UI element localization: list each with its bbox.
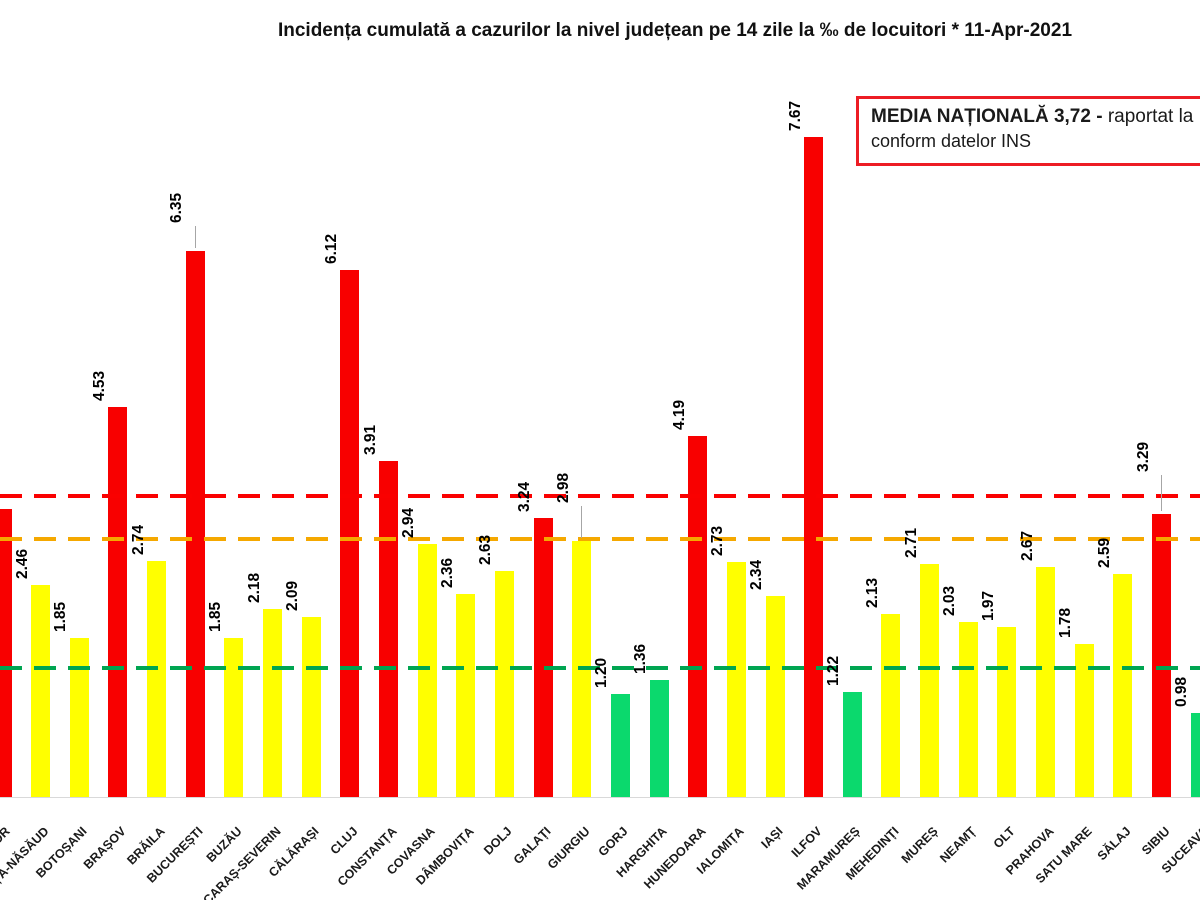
- bar-călărași: [301, 617, 321, 797]
- bar-satu mare: [1074, 643, 1094, 797]
- national-average-source: conform datelor INS: [871, 131, 1032, 151]
- bar-caraș-severin: [263, 609, 283, 797]
- bar-value-label: 1.78: [1057, 607, 1075, 638]
- bar-constanța: [379, 460, 398, 797]
- bar-botoșani: [69, 637, 89, 797]
- bar-bucurești: [185, 250, 205, 797]
- bar-value-label: 1.97: [979, 591, 997, 622]
- bar-bistrița-năsăud: [31, 585, 51, 797]
- bar-maramureș: [842, 692, 862, 797]
- bar-cluj: [340, 270, 360, 797]
- bar-value-label: 2.94: [400, 507, 418, 538]
- bar-value-label: 1.85: [206, 601, 224, 632]
- bar-value-label: 2.73: [709, 525, 727, 557]
- bar-value-label: 2.09: [284, 580, 302, 612]
- bar-value-label: 3.91: [361, 424, 379, 455]
- bar-brașov: [108, 407, 128, 797]
- bar-harghita: [649, 679, 669, 797]
- value-leader-line: [194, 225, 196, 248]
- bar-value-label: 0.98: [1173, 676, 1191, 707]
- green-threshold-line: [0, 665, 1200, 670]
- bar-sălaj: [1113, 574, 1133, 797]
- red-threshold-line: [0, 493, 1200, 498]
- bar-value-label: 1.22: [825, 655, 843, 687]
- bar-covasna: [417, 544, 437, 797]
- bar-gorj: [610, 693, 630, 797]
- bar-suceava: [1190, 712, 1200, 797]
- bar-value-label: 2.74: [129, 525, 147, 556]
- bar-value-label: 6.35: [168, 192, 186, 223]
- bar-value-label: 2.36: [438, 557, 456, 588]
- bar-ialomița: [726, 562, 746, 797]
- bar-value-label: 2.46: [13, 549, 31, 580]
- bar-value-label: 4.53: [90, 371, 108, 402]
- bar-iași: [765, 595, 785, 797]
- orange-threshold-line: [0, 536, 1200, 541]
- bar-sibiu: [1152, 513, 1171, 797]
- bar-dâmbovița: [456, 593, 476, 797]
- bar-hunedoara: [688, 436, 708, 797]
- national-average-value: MEDIA NAȚIONALĂ 3,72 -: [871, 106, 1103, 127]
- bar-value-label: 2.18: [245, 573, 263, 604]
- bar-mehedinți: [881, 613, 901, 797]
- bar-buzău: [224, 637, 244, 797]
- national-average-line: MEDIA NAȚIONALĂ 3,72 - raportat la: [871, 106, 1200, 128]
- bar-value-label: 7.67: [786, 100, 804, 131]
- national-average-note: raportat la: [1102, 106, 1194, 127]
- bar-bihor: [0, 508, 12, 797]
- value-leader-line: [581, 505, 583, 538]
- bar-dolj: [494, 570, 514, 797]
- bar-prahova: [1036, 567, 1056, 797]
- bar-olt: [997, 627, 1017, 797]
- bar-value-label: 3.24: [516, 482, 534, 513]
- bar-value-label: 2.03: [941, 586, 959, 617]
- bar-value-label: 2.34: [748, 559, 765, 590]
- bar-value-label: 3.29: [1134, 441, 1152, 472]
- bar-mureș: [920, 563, 940, 797]
- bar-value-label: 2.63: [477, 534, 495, 565]
- bar-value-label: 1.36: [632, 643, 650, 674]
- national-average-box: MEDIA NAȚIONALĂ 3,72 - raportat la confo…: [856, 96, 1200, 166]
- bar-neamț: [958, 622, 978, 797]
- bar-value-label: 1.85: [52, 601, 70, 632]
- bar-value-label: 1.20: [593, 657, 611, 688]
- bar-value-label: 6.12: [322, 234, 340, 265]
- bar-galați: [533, 518, 553, 797]
- bar-value-label: 2.98: [554, 472, 572, 503]
- x-axis-line: [0, 797, 1200, 798]
- bar-brăila: [147, 561, 167, 797]
- bar-value-label: 2.67: [1018, 531, 1036, 562]
- bar-value-label: 2.13: [863, 577, 881, 608]
- bar-value-label: 4.19: [670, 400, 688, 431]
- bar-ilfov: [804, 136, 824, 797]
- chart-title: Incidența cumulată a cazurilor la nivel …: [277, 20, 1073, 41]
- bar-value-label: 2.71: [902, 527, 920, 558]
- bar-value-label: 2.59: [1095, 537, 1113, 569]
- value-leader-line: [1161, 474, 1162, 511]
